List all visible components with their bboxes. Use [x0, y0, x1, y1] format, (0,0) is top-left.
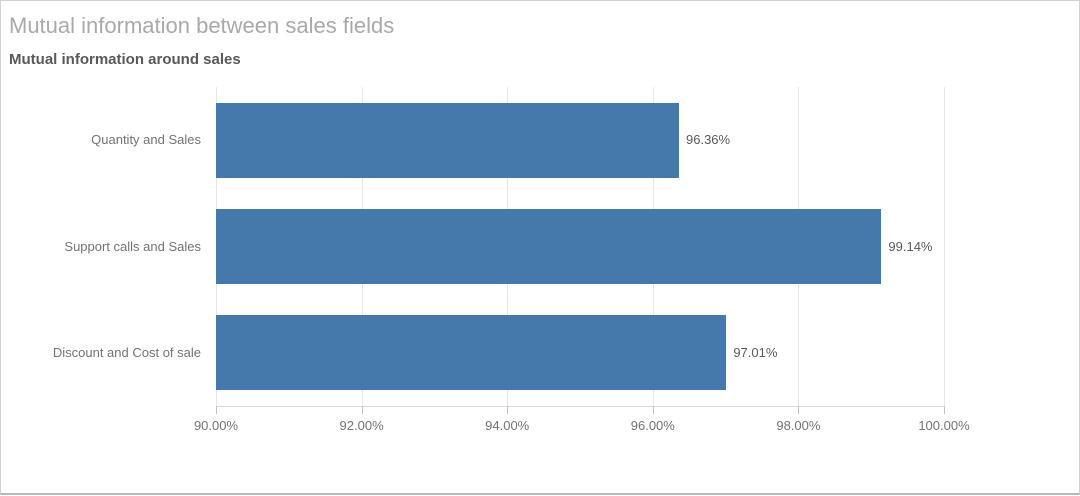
x-tick-label: 92.00% — [339, 418, 384, 433]
category-label: Support calls and Sales — [64, 238, 201, 254]
x-tick-mark — [216, 406, 217, 414]
bar-value-label: 99.14% — [888, 238, 933, 254]
x-tick-label: 100.00% — [918, 418, 970, 433]
x-tick-label: 90.00% — [193, 418, 239, 433]
chart-title: Mutual information between sales fields — [9, 13, 395, 38]
bar[interactable] — [216, 315, 727, 391]
x-tick-mark — [798, 406, 800, 414]
gridline — [944, 87, 945, 406]
x-tick-label: 96.00% — [630, 418, 675, 433]
category-label: Discount and Cost of sale — [52, 344, 201, 360]
x-tick-mark — [361, 406, 363, 414]
x-tick-mark — [652, 406, 654, 414]
x-tick-mark — [944, 406, 945, 414]
x-tick-label: 98.00% — [776, 418, 821, 433]
x-tick-label: 94.00% — [485, 418, 530, 433]
bar-value-label: 97.01% — [733, 344, 778, 360]
x-axis-line — [216, 406, 945, 407]
bar[interactable] — [216, 102, 679, 178]
chart-subtitle: Mutual information around sales — [9, 51, 241, 68]
bar[interactable] — [216, 209, 882, 284]
bar-value-label: 96.36% — [686, 132, 731, 148]
x-tick-mark — [507, 406, 509, 414]
category-label: Quantity and Sales — [91, 132, 201, 148]
